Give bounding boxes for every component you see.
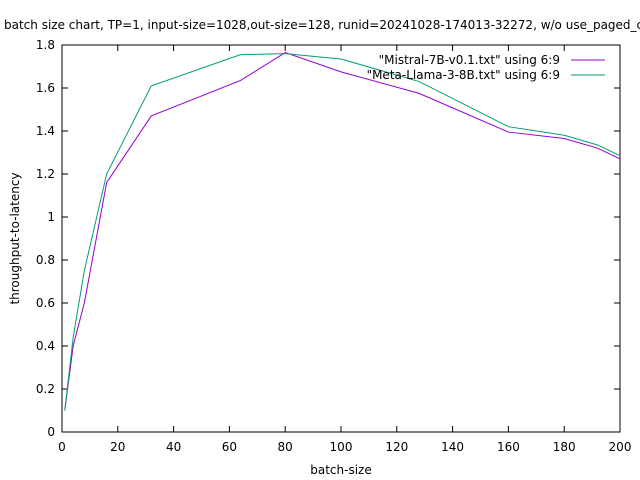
chart-title: batch size chart, TP=1, input-size=1028,… [4,18,640,32]
series-layer [64,51,621,411]
y-axis: 0 0.2 0.4 0.6 0.8 1 1.2 1.4 1.6 1.8 [36,38,620,439]
x-axis: 0 20 40 60 80 100 120 140 160 180 200 [58,45,631,454]
y-tick-label: 1.6 [36,81,55,95]
x-tick-label: 60 [222,440,237,454]
legend-label-2: "Meta-Llama-3-8B.txt" using 6:9 [367,68,560,82]
x-tick-label: 200 [609,440,632,454]
y-tick-label: 1.8 [36,38,55,52]
y-tick-label: 1.2 [36,167,55,181]
x-tick-label: 120 [385,440,408,454]
y-tick-label: 1.4 [36,124,55,138]
legend: "Mistral-7B-v0.1.txt" using 6:9"Meta-Lla… [367,53,605,82]
y-tick-label: 0.8 [36,253,55,267]
y-tick-label: 0.6 [36,296,55,310]
y-tick-label: 0.2 [36,382,55,396]
x-tick-label: 180 [553,440,576,454]
x-tick-label: 40 [166,440,181,454]
x-tick-label: 20 [110,440,125,454]
x-tick-label: 160 [497,440,520,454]
x-tick-label: 100 [330,440,353,454]
x-tick-label: 140 [441,440,464,454]
x-tick-label: 0 [58,440,66,454]
legend-label-1: "Mistral-7B-v0.1.txt" using 6:9 [379,53,560,67]
series-line-2 [64,53,621,411]
x-axis-title: batch-size [310,463,371,477]
y-tick-label: 1 [47,210,55,224]
y-tick-label: 0 [47,425,55,439]
y-axis-title: throughput-to-latency [8,172,22,304]
x-tick-label: 80 [278,440,293,454]
plot-frame [61,44,621,433]
series-line-1 [64,51,621,411]
y-tick-label: 0.4 [36,339,55,353]
